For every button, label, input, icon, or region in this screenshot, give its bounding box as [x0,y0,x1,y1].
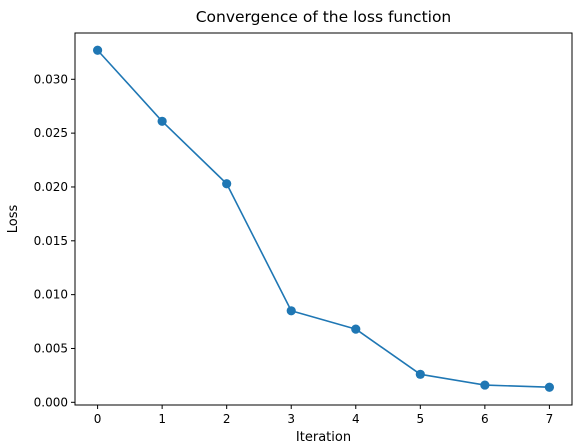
x-tick-label: 7 [546,412,554,426]
x-tick-label: 3 [287,412,295,426]
data-point [157,116,167,126]
data-point [222,179,232,189]
x-tick-label: 6 [481,412,489,426]
data-point [480,380,490,390]
plot-area [75,33,572,405]
chart-title: Convergence of the loss function [196,8,452,26]
x-tick-label: 4 [352,412,360,426]
y-tick-label: 0.025 [34,126,68,140]
y-axis-label: Loss [6,205,21,234]
plot-frame [74,32,573,406]
x-axis-ticks: 0 1 2 3 4 5 6 7 [94,405,553,426]
y-axis-ticks: 0.000 0.005 0.010 0.015 0.020 0.025 0.030 [34,72,75,409]
x-tick-label: 0 [94,412,102,426]
x-tick-label: 1 [158,412,166,426]
data-point [415,369,425,379]
x-tick-label: 5 [416,412,424,426]
y-tick-label: 0.000 [34,395,68,409]
data-point [351,324,361,334]
x-tick-label: 2 [223,412,231,426]
y-tick-label: 0.030 [34,72,68,86]
series-line [96,49,550,389]
y-tick-label: 0.020 [34,180,68,194]
data-point [544,382,555,392]
y-tick-label: 0.010 [34,288,68,302]
y-tick-label: 0.015 [34,234,68,248]
data-point [286,306,296,316]
data-point [92,45,103,55]
series-layer [92,45,555,392]
x-axis-label: Iteration [296,430,351,445]
y-tick-label: 0.005 [34,341,68,355]
